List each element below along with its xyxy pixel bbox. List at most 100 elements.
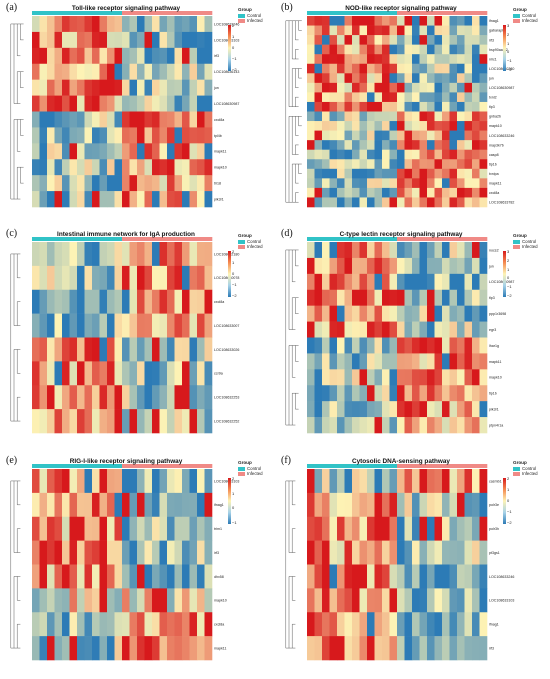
dendrogram-branch: [10, 253, 14, 422]
heatmap-cell: [427, 197, 435, 208]
heatmap-cell: [344, 140, 353, 150]
heatmap-cell: [122, 143, 130, 160]
heatmap-cell: [32, 63, 40, 80]
heatmap-cell: [382, 516, 390, 541]
group-bar-cell: [382, 11, 390, 15]
heatmap-cell: [47, 564, 55, 589]
heatmap-cell: [359, 101, 368, 112]
heatmap-cell: [47, 469, 55, 494]
heatmap-cell: [449, 44, 458, 55]
heatmap-cell: [307, 25, 315, 36]
heatmap-cell: [457, 35, 465, 45]
heatmap-cell: [344, 401, 353, 418]
heatmap-cell: [397, 516, 405, 541]
heatmap-cell: [412, 73, 420, 84]
heatmap-cell: [137, 31, 145, 49]
heatmap-cell: [39, 79, 48, 96]
heatmap-cell: [144, 540, 153, 565]
group-bar-cell: [197, 11, 205, 15]
heatmap-cell: [92, 469, 100, 494]
group-bar-cell: [99, 11, 108, 15]
dendrogram-branch: [288, 480, 293, 553]
color-scale-tick: 3: [507, 249, 510, 254]
heatmap-cell: [352, 178, 360, 189]
heatmap-cell: [337, 337, 345, 354]
heatmap-cell: [47, 588, 55, 613]
heatmap-cell: [479, 101, 488, 112]
heatmap-cell: [32, 361, 40, 386]
heatmap-cell: [69, 564, 78, 589]
heatmap-cell: [374, 273, 383, 291]
heatmap-cell: [137, 337, 145, 362]
heatmap-cell: [344, 417, 353, 434]
heatmap-cell: [62, 492, 70, 518]
heatmap-cell: [77, 79, 85, 96]
heatmap-cell: [464, 337, 473, 354]
color-scale-tick: 1: [232, 34, 235, 39]
heatmap-cell: [329, 469, 338, 494]
heatmap-cell: [464, 16, 473, 26]
heatmap-cell: [397, 540, 405, 565]
heatmap-cell: [374, 564, 383, 589]
heatmap-cell: [174, 540, 183, 565]
heatmap-cell: [472, 92, 480, 103]
heatmap-cell: [457, 140, 465, 150]
heatmap-cell: [122, 361, 130, 386]
group-bar-cell: [344, 464, 353, 468]
heatmap-cell: [344, 385, 353, 402]
heatmap-cell: [464, 130, 473, 141]
group-bar-cell: [159, 464, 168, 468]
heatmap-cell: [434, 612, 443, 637]
heatmap-cell: [314, 92, 323, 103]
heatmap-cell: [434, 121, 443, 131]
dendrogram-branch: [292, 528, 296, 553]
heatmap-cell: [457, 289, 465, 306]
heatmap-cell: [322, 540, 330, 565]
heatmap-cell: [152, 313, 160, 338]
row-label: ifnag1: [214, 503, 224, 507]
heatmap-cell: [182, 540, 190, 565]
row-label: mapk11: [214, 150, 227, 154]
group-bar-cell: [152, 11, 160, 15]
heatmap-cell: [419, 101, 428, 112]
heatmap-cell: [39, 31, 48, 49]
group-bar-cell: [92, 11, 100, 15]
heatmap-cell: [442, 197, 450, 208]
heatmap-cell: [84, 612, 93, 637]
group-bar-cell: [329, 464, 338, 468]
heatmap-cell: [472, 564, 480, 589]
heatmap-cell: [39, 337, 48, 362]
color-scale-tick: 1: [507, 266, 510, 272]
heatmap-cell: [427, 111, 435, 122]
heatmap-cell: [47, 265, 55, 291]
heatmap-cell: [419, 612, 428, 637]
heatmap-cell: [69, 313, 78, 338]
heatmap-cell: [367, 130, 375, 141]
heatmap-cell: [69, 361, 78, 386]
heatmap-cell: [442, 63, 450, 74]
heatmap-cell: [404, 321, 413, 338]
group-bar-cell: [182, 11, 190, 15]
heatmap-cell: [412, 25, 420, 36]
group-bar-cell: [159, 11, 168, 15]
heatmap-cell: [307, 63, 315, 74]
heatmap-cell: [129, 127, 138, 144]
heatmap-cell: [189, 361, 198, 386]
heatmap-cell: [389, 289, 398, 306]
dendrogram-branch: [288, 116, 293, 203]
heatmap-cell: [449, 63, 458, 74]
heatmap-cell: [457, 16, 465, 26]
row-label: irf3: [214, 551, 219, 555]
heatmap-cell: [314, 636, 323, 661]
heatmap-cell: [382, 82, 390, 93]
legend-item-infected: Infected: [238, 18, 263, 23]
group-bar-cell: [419, 237, 428, 241]
heatmap-cell: [307, 82, 315, 93]
color-scale-tick: 1: [507, 40, 510, 46]
heatmap-cell: [77, 385, 85, 410]
heatmap-cell: [344, 130, 353, 141]
heatmap-cell: [472, 636, 480, 661]
heatmap-cell: [69, 492, 78, 518]
heatmap-cell: [457, 178, 465, 189]
heatmap-cell: [404, 159, 413, 170]
